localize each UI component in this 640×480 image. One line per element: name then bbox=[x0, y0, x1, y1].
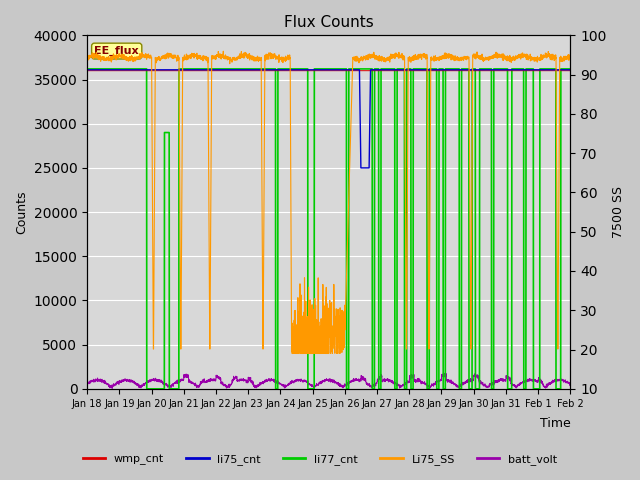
Y-axis label: 7500 SS: 7500 SS bbox=[612, 186, 625, 238]
X-axis label: Time: Time bbox=[540, 417, 570, 430]
Y-axis label: Counts: Counts bbox=[15, 191, 28, 234]
Text: EE_flux: EE_flux bbox=[95, 46, 139, 56]
Title: Flux Counts: Flux Counts bbox=[284, 15, 374, 30]
Legend: wmp_cnt, li75_cnt, li77_cnt, Li75_SS, batt_volt: wmp_cnt, li75_cnt, li77_cnt, Li75_SS, ba… bbox=[78, 450, 562, 469]
